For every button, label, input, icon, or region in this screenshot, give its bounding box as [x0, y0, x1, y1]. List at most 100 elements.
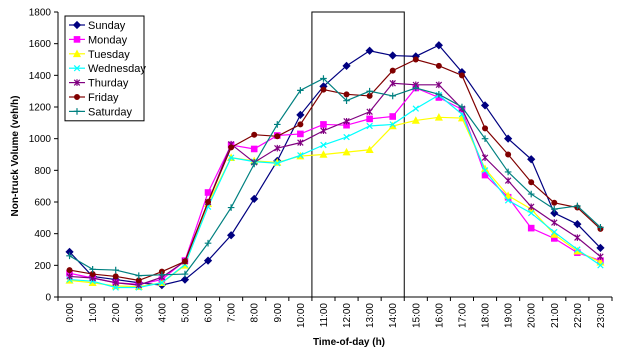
x-tick-label: 6:00 — [204, 303, 215, 323]
legend-marker — [74, 94, 80, 100]
data-point-wednesday — [158, 279, 166, 286]
data-point-thurday — [504, 177, 512, 184]
legend-marker — [72, 49, 82, 58]
data-point-saturday — [297, 87, 304, 94]
legend-item-saturday: Saturday — [69, 106, 133, 118]
legend-label: Tuesday — [88, 49, 130, 61]
series-line-saturday — [69, 77, 601, 277]
data-point-sunday — [365, 46, 374, 55]
series-line-wednesday — [69, 94, 601, 289]
data-point-sunday — [550, 208, 559, 218]
legend-label: Thurday — [88, 78, 129, 90]
series-line-sunday — [69, 44, 601, 286]
data-point-wednesday — [297, 152, 304, 159]
x-tick-label: 15:00 — [411, 303, 422, 328]
data-point-friday — [297, 121, 304, 128]
legend-marker — [72, 20, 82, 30]
legend-label: Sunday — [88, 20, 126, 32]
y-tick-label: 200 — [34, 261, 51, 272]
y-tick-label: 1600 — [29, 39, 52, 50]
data-point-thurday — [574, 234, 581, 241]
x-tick-label: 16:00 — [434, 303, 445, 328]
series-sunday — [65, 41, 605, 290]
data-point-saturday — [181, 270, 189, 278]
data-point-thurday — [597, 253, 604, 260]
data-point-thurday — [343, 117, 350, 125]
data-point-thurday — [551, 219, 558, 226]
data-point-wednesday — [551, 228, 558, 236]
y-tick-label: 1200 — [29, 103, 52, 114]
x-tick-label: 3:00 — [134, 303, 145, 323]
y-tick-label: 400 — [34, 229, 51, 240]
data-point-saturday — [527, 190, 535, 198]
data-point-saturday — [366, 87, 373, 95]
legend-item-friday: Friday — [69, 92, 119, 104]
legend-item-wednesday: Wednesday — [69, 63, 146, 75]
data-point-saturday — [412, 84, 420, 92]
data-point-friday — [551, 199, 558, 206]
data-point-friday — [251, 131, 258, 138]
x-axis-title: Time-of-day (h) — [313, 337, 385, 348]
data-point-friday — [482, 125, 489, 132]
data-point-monday — [297, 130, 304, 138]
x-tick-label: 22:00 — [573, 303, 584, 328]
series-line-friday — [69, 58, 601, 281]
data-point-sunday — [504, 134, 513, 143]
y-tick-label: 800 — [34, 166, 51, 177]
x-tick-label: 7:00 — [227, 303, 238, 323]
data-point-wednesday — [481, 167, 489, 174]
data-point-saturday — [273, 121, 281, 128]
series-line-thurday — [69, 82, 601, 286]
legend-item-thurday: Thurday — [69, 78, 129, 90]
legend-marker — [73, 79, 81, 86]
x-tick-label: 19:00 — [504, 303, 515, 328]
legend-item-monday: Monday — [69, 34, 128, 46]
data-point-saturday — [481, 135, 489, 142]
x-axis: 0:00 1:00 2:00 3:00 4:00 5:00 6:00 7:00 8:00 9:00… — [57, 297, 613, 328]
y-tick-label: 0 — [45, 293, 51, 304]
legend-label: Wednesday — [88, 63, 146, 75]
x-tick-label: 12:00 — [342, 303, 353, 328]
data-point-sunday — [203, 256, 213, 265]
series-wednesday — [66, 91, 604, 291]
y-axis-title: Non-truck Volume (veh/h) — [10, 96, 21, 217]
data-point-wednesday — [366, 122, 373, 130]
data-point-wednesday — [597, 262, 604, 269]
data-point-thurday — [527, 203, 535, 211]
x-tick-label: 23:00 — [596, 303, 607, 328]
data-point-friday — [320, 86, 327, 93]
data-point-thurday — [297, 139, 304, 146]
y-tick-label: 1000 — [29, 134, 52, 145]
data-point-friday — [205, 199, 212, 205]
data-point-tuesday — [365, 145, 374, 154]
data-point-wednesday — [504, 197, 512, 204]
data-point-saturday — [504, 168, 512, 176]
data-point-wednesday — [204, 203, 212, 210]
data-point-thurday — [320, 127, 327, 135]
x-tick-label: 11:00 — [319, 303, 330, 328]
legend-marker — [73, 108, 81, 115]
data-point-monday — [389, 113, 397, 120]
series-line-monday — [69, 87, 601, 285]
data-point-wednesday — [320, 141, 327, 149]
data-point-friday — [181, 258, 188, 265]
x-tick-label: 13:00 — [365, 303, 376, 328]
series-layer — [65, 41, 605, 291]
series-tuesday — [65, 113, 605, 291]
legend-item-sunday: Sunday — [69, 20, 126, 32]
legend-marker — [73, 64, 81, 72]
x-tick-label: 5:00 — [180, 303, 191, 323]
legend-marker — [73, 36, 81, 43]
data-point-sunday — [596, 243, 605, 253]
data-point-saturday — [574, 202, 581, 210]
data-point-tuesday — [411, 116, 420, 124]
y-tick-label: 1800 — [29, 8, 52, 19]
data-point-sunday — [296, 110, 305, 120]
x-tick-label: 9:00 — [273, 303, 284, 323]
y-tick-label: 1400 — [29, 71, 52, 82]
y-axis: 0 200 400 600 800 1000 1200 1400 1600 1800 — [29, 8, 58, 304]
data-point-sunday — [180, 275, 190, 284]
data-point-saturday — [112, 266, 120, 274]
x-tick-label: 0:00 — [65, 303, 76, 323]
